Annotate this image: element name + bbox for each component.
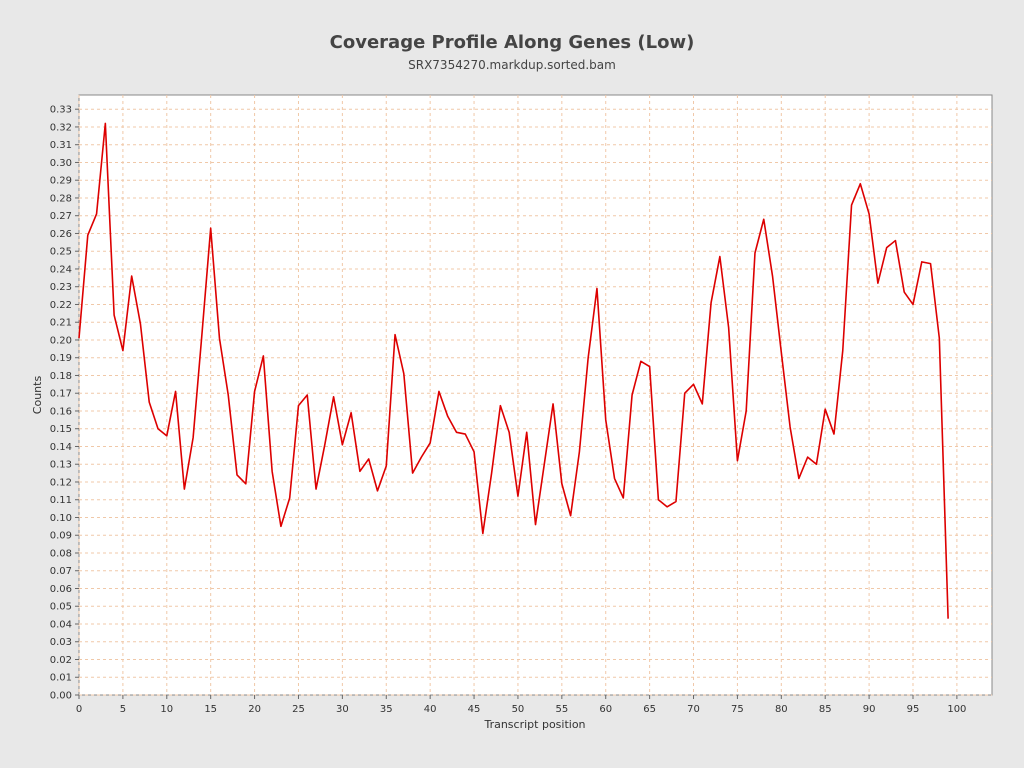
grid	[78, 95, 992, 696]
x-tick-label: 50	[512, 704, 525, 715]
y-tick-label: 0.08	[50, 548, 72, 559]
x-tick-label: 20	[248, 704, 261, 715]
x-tick-label: 35	[380, 704, 393, 715]
x-tick-label: 95	[907, 704, 920, 715]
y-tick-label: 0.30	[50, 158, 72, 169]
y-tick-label: 0.21	[50, 318, 72, 329]
y-tick-label: 0.33	[50, 105, 72, 116]
y-tick-label: 0.04	[50, 619, 72, 630]
y-tick-label: 0.10	[50, 513, 72, 524]
x-tick-label: 0	[76, 704, 82, 715]
y-tick-label: 0.14	[50, 442, 72, 453]
x-tick-label: 10	[160, 704, 173, 715]
y-tick-label: 0.25	[50, 247, 72, 258]
y-tick-label: 0.09	[50, 531, 72, 542]
y-tick-label: 0.31	[50, 140, 72, 151]
x-tick-label: 100	[947, 704, 966, 715]
y-tick-label: 0.11	[50, 495, 72, 506]
x-tick-label: 5	[120, 704, 126, 715]
x-tick-label: 65	[643, 704, 656, 715]
x-tick-label: 55	[555, 704, 568, 715]
y-tick-label: 0.22	[50, 300, 72, 311]
x-tick-label: 45	[468, 704, 481, 715]
y-tick-label: 0.27	[50, 211, 72, 222]
y-tick-label: 0.28	[50, 193, 72, 204]
x-tick-label: 25	[292, 704, 305, 715]
x-tick-label: 90	[863, 704, 876, 715]
y-tick-label: 0.01	[50, 673, 72, 684]
x-tick-label: 40	[424, 704, 437, 715]
y-tick-label: 0.12	[50, 477, 72, 488]
chart-subtitle: SRX7354270.markdup.sorted.bam	[408, 58, 616, 72]
y-tick-label: 0.29	[50, 176, 72, 187]
x-tick-label: 75	[731, 704, 744, 715]
x-tick-label: 30	[336, 704, 349, 715]
y-tick-label: 0.20	[50, 335, 72, 346]
y-tick-label: 0.05	[50, 602, 72, 613]
plot-area	[78, 94, 993, 696]
y-tick-label: 0.19	[50, 353, 72, 364]
y-tick-label: 0.02	[50, 655, 72, 666]
y-tick-label: 0.26	[50, 229, 72, 240]
y-axis-label: Counts	[31, 376, 44, 415]
y-tick-label: 0.23	[50, 282, 72, 293]
chart-title: Coverage Profile Along Genes (Low)	[330, 32, 695, 53]
y-tick-label: 0.16	[50, 406, 72, 417]
x-axis-label: Transcript position	[483, 718, 585, 731]
series-line	[78, 122, 949, 619]
x-tick-label: 60	[599, 704, 612, 715]
y-tick-label: 0.17	[50, 389, 72, 400]
y-tick-label: 0.32	[50, 122, 72, 133]
x-tick-label: 15	[204, 704, 217, 715]
x-tick-label: 80	[775, 704, 788, 715]
y-tick-label: 0.13	[50, 460, 72, 471]
y-tick-label: 0.03	[50, 637, 72, 648]
y-tick-label: 0.07	[50, 566, 72, 577]
x-tick-label: 70	[687, 704, 700, 715]
y-tick-label: 0.06	[50, 584, 72, 595]
y-tick-label: 0.15	[50, 424, 72, 435]
y-tick-label: 0.18	[50, 371, 72, 382]
x-tick-label: 85	[819, 704, 832, 715]
series-layer	[78, 122, 949, 619]
y-tick-label: 0.00	[50, 691, 72, 702]
y-tick-label: 0.24	[50, 264, 72, 275]
axes: 0 5 10 15 20 25 30 35 40 45 50 55 60 65 70 75 80 85 90 95 10…	[50, 105, 967, 715]
